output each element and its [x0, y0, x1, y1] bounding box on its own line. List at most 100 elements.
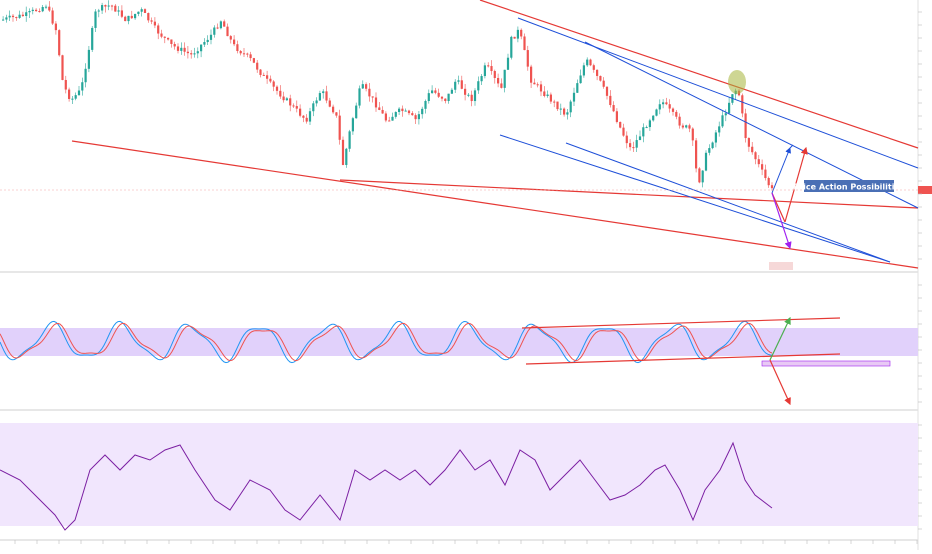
candle-body [530, 66, 533, 83]
candle-body [279, 90, 282, 97]
candle-body [351, 118, 354, 132]
candle-body [157, 25, 160, 34]
candle-body [652, 115, 655, 121]
candle-body [685, 125, 688, 128]
candle-body [114, 5, 117, 12]
candle-body [203, 42, 206, 45]
trendline [517, 17, 919, 169]
candle-body [173, 43, 176, 47]
candle-body [473, 90, 477, 102]
candle-body [744, 113, 747, 139]
candle-body [209, 34, 213, 40]
candle-body [15, 17, 18, 19]
candle-body [246, 53, 249, 55]
candle-body [18, 14, 21, 18]
event-markers [769, 262, 793, 270]
candle-body [223, 21, 226, 27]
candle-body [196, 51, 199, 54]
candle-body [305, 117, 308, 122]
candlestick-series [2, 0, 774, 191]
candle-body [107, 5, 110, 7]
candle-body [691, 128, 694, 141]
candle-body [698, 168, 701, 183]
candle-body [302, 115, 305, 118]
candle-body [718, 126, 721, 133]
arrow-tail [789, 144, 794, 149]
candle-body [701, 170, 704, 183]
candle-body [180, 47, 183, 51]
candle-body [381, 109, 384, 114]
last-price-marker [918, 186, 932, 194]
candle-body [242, 53, 246, 55]
candle-body [332, 106, 335, 113]
candle-body [533, 82, 536, 85]
candle-body [582, 65, 585, 76]
candle-body [374, 97, 378, 108]
candle-body [411, 113, 414, 116]
candle-body [754, 152, 757, 160]
candle-body [767, 178, 770, 186]
stoch-k-line [0, 320, 773, 364]
candle-body [137, 11, 140, 14]
candle-body [460, 80, 463, 89]
candle-body [414, 115, 417, 120]
trendline [71, 140, 919, 269]
candle-body [299, 108, 302, 116]
candle-body [526, 50, 529, 67]
candle-body [368, 88, 371, 97]
trendline [499, 134, 891, 263]
candle-body [134, 13, 137, 19]
candle-body [61, 55, 64, 80]
candle-body [464, 88, 467, 95]
stoch-arrow-up [769, 316, 791, 361]
arrow-up-blue [771, 147, 791, 194]
candle-body [536, 84, 539, 86]
rsi-line [0, 441, 773, 531]
candle-body [361, 84, 364, 89]
candle-body [523, 36, 526, 51]
candle-body [407, 110, 411, 114]
price-action-label-bg [804, 180, 894, 192]
candle-body [668, 104, 671, 109]
candle-body [711, 142, 714, 149]
candle-body [183, 47, 186, 52]
candle-body [553, 101, 556, 103]
candle-body [11, 15, 15, 18]
candle-body [110, 5, 114, 7]
candle-body [447, 93, 450, 102]
candle-body [338, 115, 341, 140]
arrow-up-red [784, 146, 808, 223]
stoch-trendline-lower [525, 353, 841, 365]
candle-body [592, 65, 595, 70]
candle-body [655, 109, 658, 116]
rsi-band [0, 423, 918, 526]
candle-body [252, 58, 255, 63]
candle-body [566, 112, 569, 115]
candle-body [140, 9, 143, 12]
candle-body [97, 10, 100, 12]
candle-body [467, 94, 470, 96]
trendline [565, 142, 891, 263]
candle-body [28, 11, 31, 13]
panel-backgrounds [0, 0, 919, 550]
candle-body [219, 21, 222, 29]
candle-body [721, 115, 724, 127]
candle-body [714, 132, 717, 143]
candle-body [130, 15, 133, 19]
candle-body [487, 65, 490, 67]
candle-body [394, 112, 397, 117]
candle-body [751, 146, 754, 153]
candle-body [741, 95, 744, 114]
candle-body [292, 105, 295, 107]
candle-body [579, 75, 582, 84]
candle-body [200, 44, 203, 52]
price-panel-bg [0, 0, 918, 272]
candle-body [569, 101, 572, 113]
candle-body [520, 29, 523, 37]
candle-body [648, 120, 651, 128]
candle-body [497, 77, 500, 84]
candle-body [645, 127, 648, 129]
candle-body [117, 10, 120, 12]
